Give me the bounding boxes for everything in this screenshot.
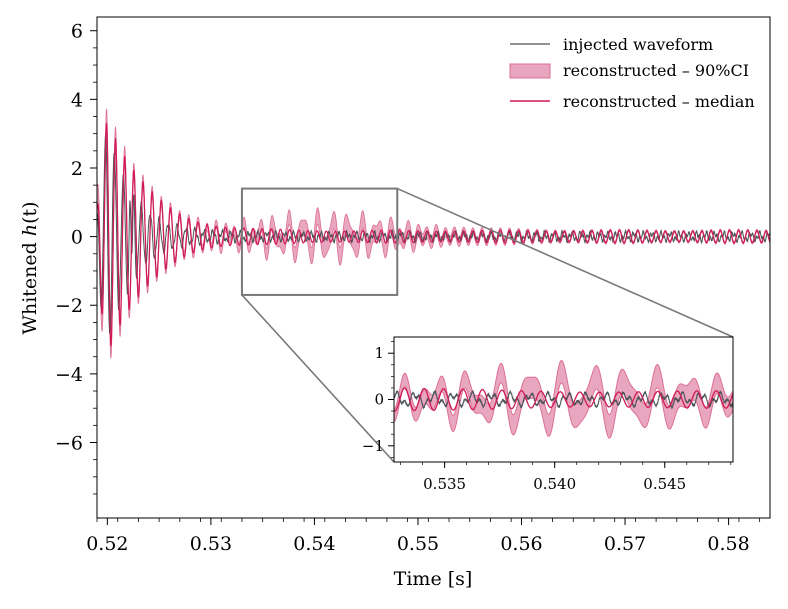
legend-label-injected: injected waveform [563, 35, 713, 54]
ci-band-inset [394, 359, 733, 439]
y-tick-label: 6 [71, 21, 83, 43]
zoom-indicator [240, 187, 734, 463]
inset-series-group [394, 359, 733, 439]
legend-label-median: reconstructed – median [563, 92, 755, 111]
zoom-connector-top [396, 187, 734, 338]
median-line-inset [394, 387, 733, 412]
legend: injected waveform reconstructed – 90%CI … [509, 35, 755, 111]
median-line-main [97, 122, 770, 348]
y-tick-label: −2 [55, 295, 83, 317]
y-tick-label: 4 [71, 89, 83, 111]
main-axis-ticks: 0.52 0.53 0.54 0.55 0.56 0.57 0.58 −6 −4 −2 0 2 4 6 [55, 21, 761, 555]
inset-y-tick-label: 1 [374, 344, 384, 362]
zoom-box [240, 187, 399, 296]
x-tick-label: 0.53 [190, 533, 232, 555]
y-axis-label: Whitened h(t) [19, 201, 41, 334]
x-tick-label: 0.52 [86, 533, 128, 555]
x-axis-label: Time [s] [394, 568, 473, 590]
inset-y-tick-label: 0 [374, 391, 384, 409]
x-tick-label: 0.58 [707, 533, 749, 555]
y-axis-label-arg: (t) [19, 201, 41, 223]
x-tick-label: 0.56 [500, 533, 542, 555]
inset-y-tick-label: −1 [362, 437, 384, 455]
legend-label-ci: reconstructed – 90%CI [563, 61, 749, 80]
x-tick-label: 0.57 [604, 533, 646, 555]
y-tick-label: −4 [55, 364, 83, 386]
inset-x-tick-label: 0.535 [423, 475, 466, 493]
y-axis-label-prefix: Whitened [19, 236, 41, 334]
y-axis-label-h: h [19, 224, 41, 236]
inset-axis-ticks: 0.535 0.540 0.545 −1 0 1 [362, 341, 732, 493]
y-tick-label: 0 [71, 227, 83, 249]
legend-swatch-ci [509, 63, 551, 79]
x-tick-label: 0.54 [293, 533, 335, 555]
x-tick-label: 0.55 [397, 533, 439, 555]
inset-x-tick-label: 0.545 [643, 475, 686, 493]
main-series-group [97, 108, 770, 360]
plot-frame [96, 16, 771, 519]
inset-x-tick-label: 0.540 [533, 475, 576, 493]
zoom-connector-bottom [241, 294, 395, 463]
y-tick-label: −6 [55, 433, 83, 455]
y-tick-label: 2 [71, 158, 83, 180]
